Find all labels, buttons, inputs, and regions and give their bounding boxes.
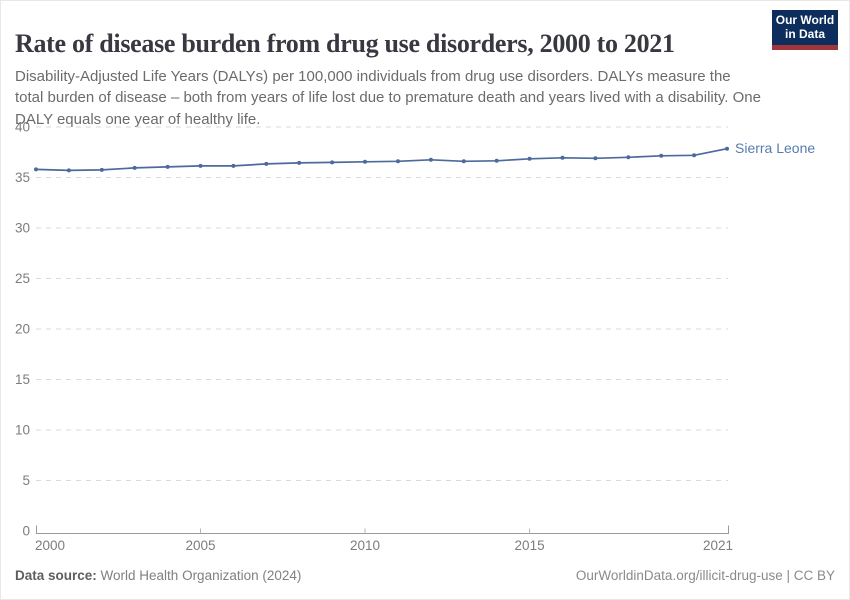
data-point[interactable] bbox=[593, 156, 598, 161]
y-axis-tick-label: 25 bbox=[15, 271, 30, 286]
data-point[interactable] bbox=[692, 153, 697, 158]
data-point[interactable] bbox=[99, 167, 104, 172]
x-axis-tick-label: 2000 bbox=[35, 538, 65, 553]
chart-subtitle: Disability-Adjusted Life Years (DALYs) p… bbox=[15, 68, 761, 128]
data-point[interactable] bbox=[330, 160, 335, 165]
owid-logo: Our World in Data bbox=[772, 10, 838, 50]
data-point[interactable] bbox=[198, 163, 203, 168]
data-point[interactable] bbox=[659, 153, 664, 158]
trend-line[interactable] bbox=[35, 147, 728, 172]
data-point[interactable] bbox=[461, 159, 466, 164]
y-axis-tick-label: 30 bbox=[15, 221, 30, 236]
series-label: Sierra Leone bbox=[735, 140, 815, 156]
data-source: Data source: World Health Organization (… bbox=[15, 568, 301, 583]
owid-logo-line1: Our World bbox=[775, 12, 835, 27]
data-point[interactable] bbox=[132, 165, 137, 170]
owid-logo-line2: in Data bbox=[784, 26, 825, 41]
y-axis-tick-label: 40 bbox=[15, 120, 30, 135]
data-point[interactable] bbox=[428, 157, 433, 162]
x-axis-tick-label: 2005 bbox=[186, 538, 216, 553]
data-point[interactable] bbox=[297, 160, 302, 165]
license-note: OurWorldinData.org/illicit-drug-use | CC… bbox=[575, 568, 835, 583]
y-axis-tick-label: 35 bbox=[15, 170, 30, 185]
y-axis-tick-label: 20 bbox=[15, 322, 30, 337]
chart-title: Rate of disease burden from drug use dis… bbox=[15, 29, 675, 59]
chart-footer: Data source: World Health Organization (… bbox=[15, 568, 835, 583]
data-point[interactable] bbox=[264, 161, 269, 166]
data-source-label: Data source: bbox=[15, 568, 97, 583]
data-point[interactable] bbox=[396, 159, 400, 164]
data-point[interactable] bbox=[363, 159, 367, 164]
data-source-value: World Health Organization (2024) bbox=[96, 568, 302, 583]
data-point[interactable] bbox=[66, 168, 71, 173]
data-point[interactable] bbox=[725, 146, 729, 151]
y-axis-tick-label: 10 bbox=[15, 423, 30, 438]
data-point[interactable] bbox=[165, 164, 170, 169]
data-point[interactable] bbox=[560, 155, 565, 160]
x-axis-tick-label: 2010 bbox=[350, 538, 380, 553]
data-point[interactable] bbox=[527, 156, 532, 161]
data-point[interactable] bbox=[231, 163, 236, 168]
data-point[interactable] bbox=[34, 167, 38, 172]
x-axis-tick-label: 2015 bbox=[515, 538, 545, 553]
y-axis-tick-label: 0 bbox=[22, 524, 30, 539]
data-point[interactable] bbox=[494, 158, 499, 163]
data-point[interactable] bbox=[626, 155, 631, 160]
y-axis-tick-label: 15 bbox=[15, 372, 30, 387]
x-axis-tick-label: 2021 bbox=[703, 538, 733, 553]
y-axis-tick-label: 5 bbox=[22, 473, 30, 488]
